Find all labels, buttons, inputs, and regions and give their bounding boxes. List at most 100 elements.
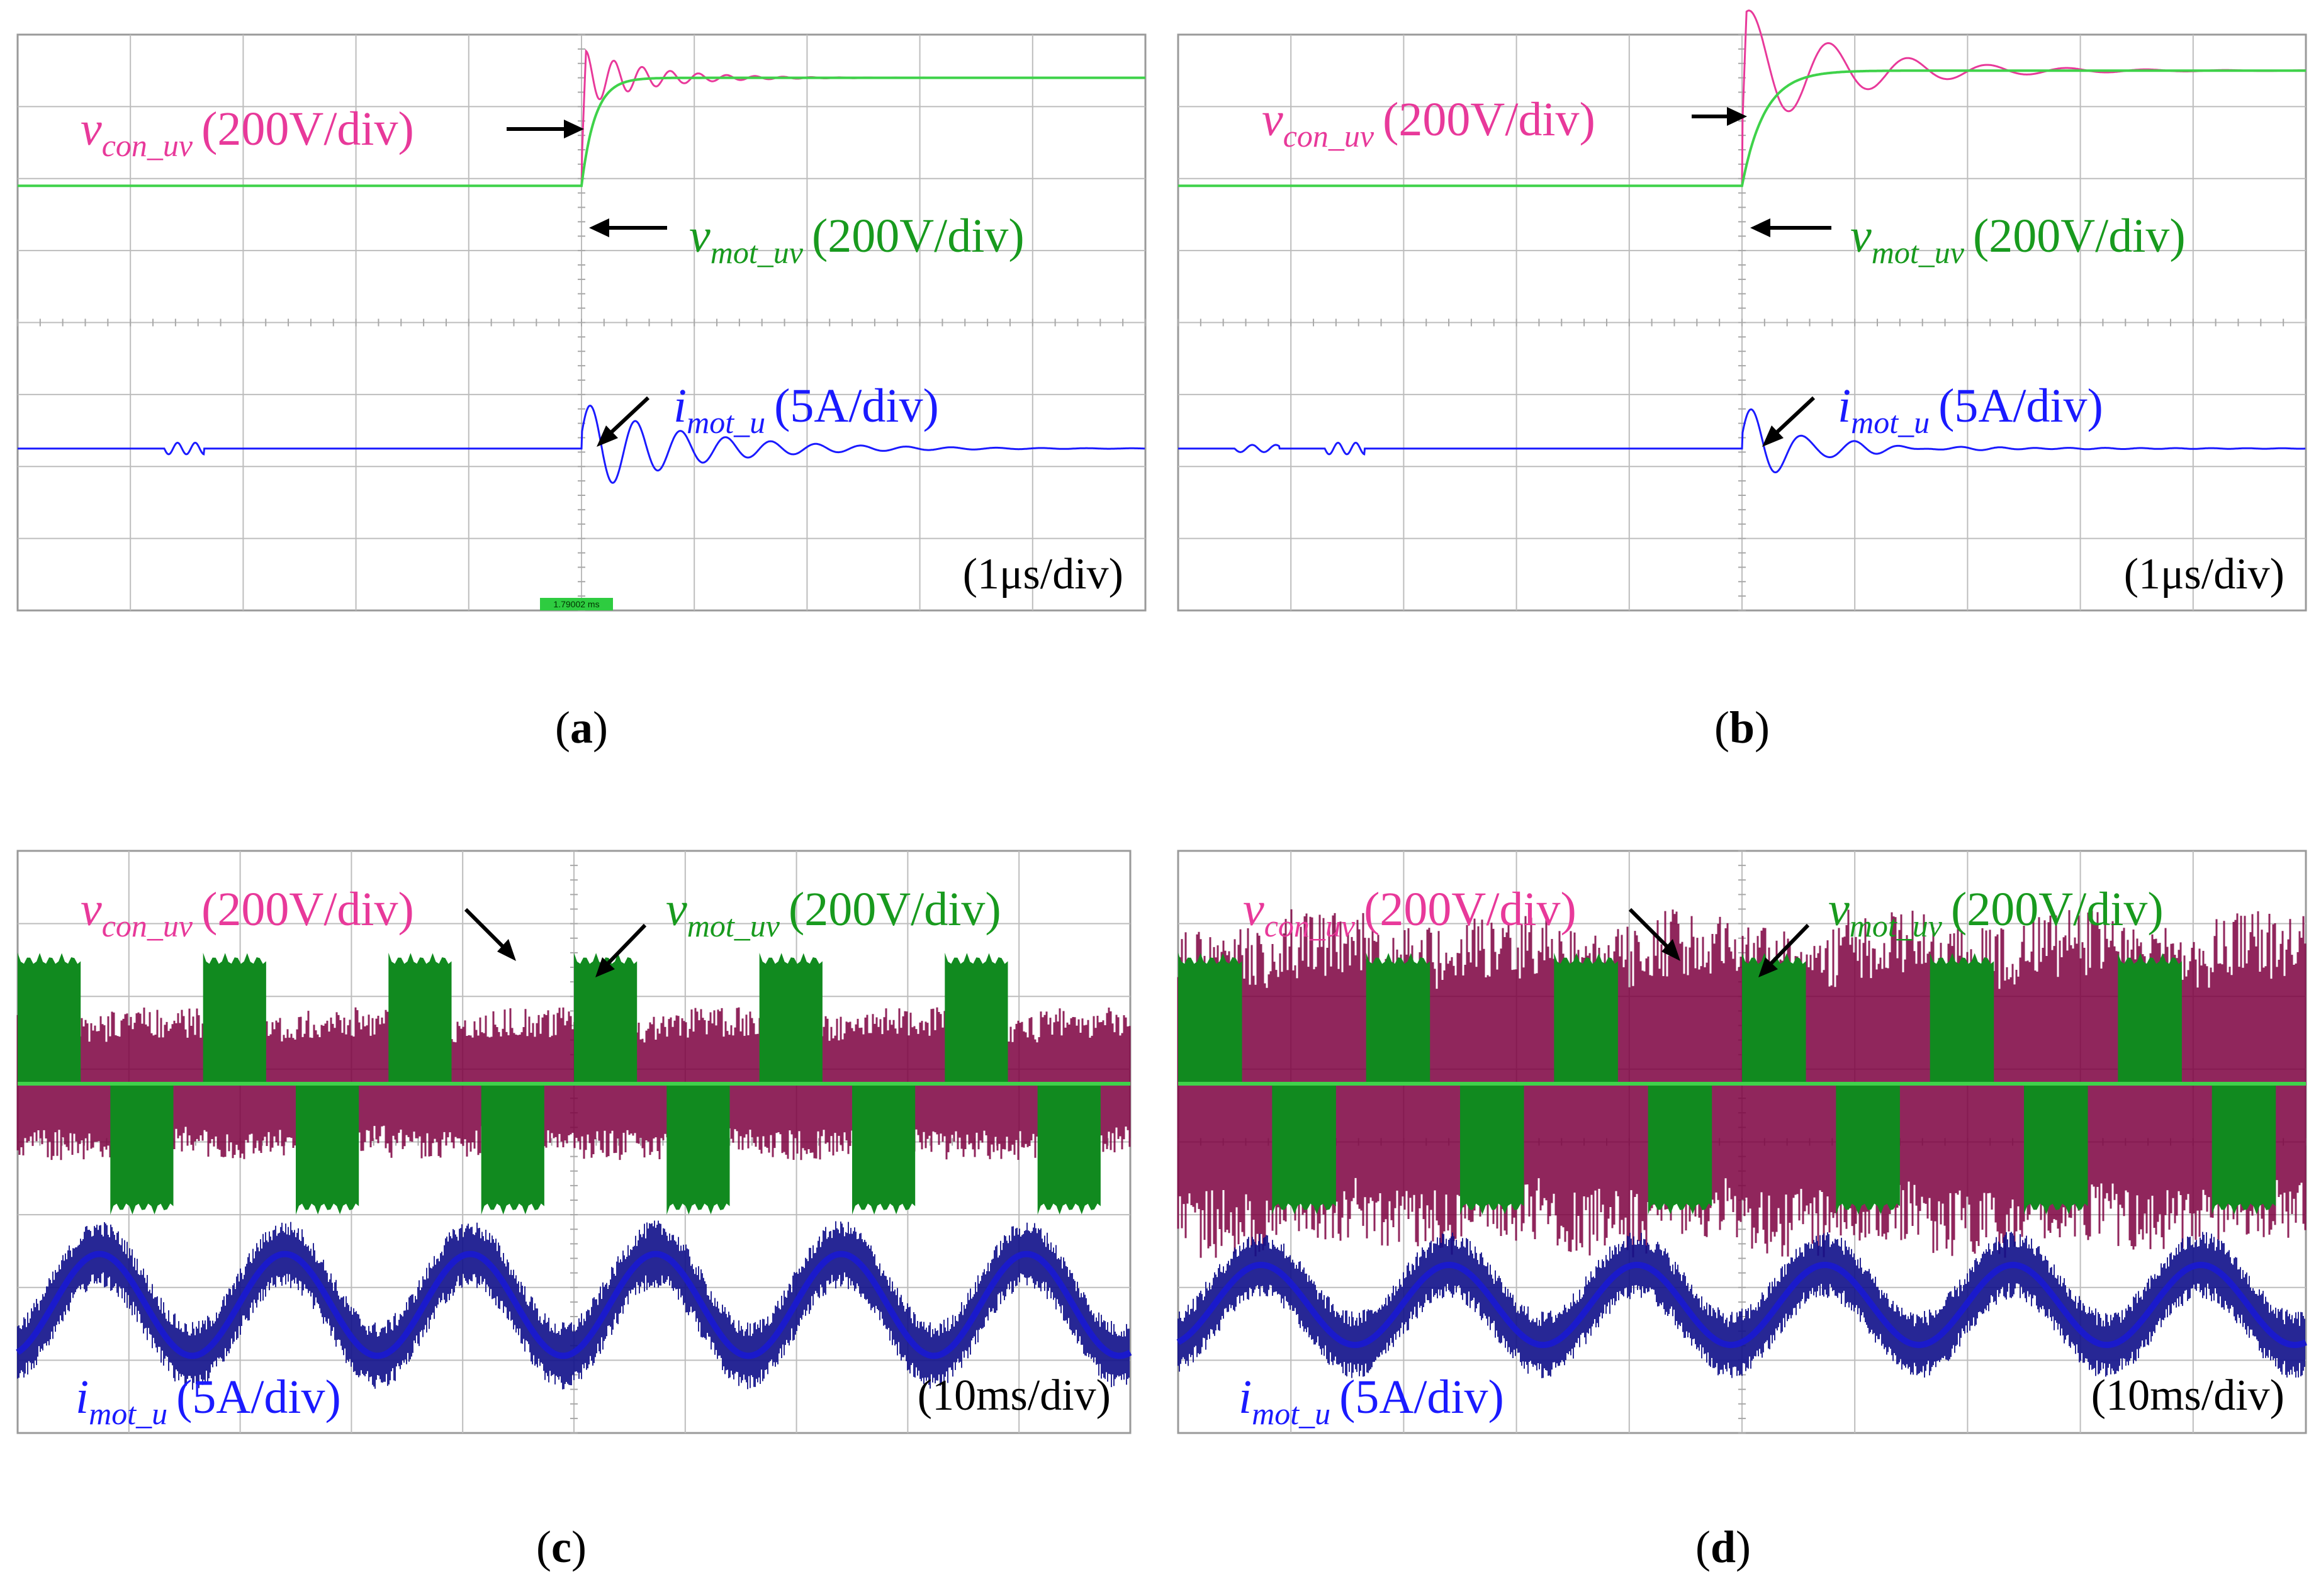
label-i-mot-sub-a: mot_u <box>687 405 765 440</box>
label-v-mot-base-c: v <box>666 883 687 936</box>
v-mot-block <box>2024 1084 2088 1215</box>
caption-a-letter: a <box>570 702 593 753</box>
arrow-v-mot-d <box>1758 923 1810 977</box>
arrow-v-con-b <box>1692 107 1747 126</box>
label-v-mot-scale-c: (200V/div) <box>789 883 1001 936</box>
caption-c-letter: c <box>551 1522 571 1572</box>
v-mot-block <box>1037 1084 1101 1215</box>
v-mot-block <box>574 952 638 1084</box>
label-v-con-base-d: v <box>1243 883 1264 936</box>
v-mot-block <box>759 952 823 1084</box>
label-v-mot-sub-d: mot_uv <box>1850 908 1943 943</box>
label-i-mot-scale-b: (5A/div) <box>1938 379 2103 432</box>
v-mot-block <box>1178 952 1242 1084</box>
trace-i-mot-b <box>1178 408 2306 473</box>
v-mot-block <box>1648 1084 1712 1215</box>
v-mot-block <box>110 1084 174 1215</box>
trace-i-mot-a <box>18 405 1145 484</box>
caption-d-letter: d <box>1711 1522 1736 1572</box>
trigger-marker-a <box>540 598 613 610</box>
label-v-mot-scale-a: (200V/div) <box>812 210 1025 262</box>
label-i-mot-scale-c: (5A/div) <box>176 1371 341 1424</box>
v-mot-block <box>1272 1084 1336 1215</box>
arrow-v-con-a <box>507 120 584 138</box>
v-mot-block <box>1554 952 1618 1084</box>
label-i-mot-a: imot_u (5A/div) <box>673 379 939 440</box>
label-v-con-sub-b: con_uv <box>1283 118 1374 154</box>
v-mot-block <box>2211 1084 2276 1215</box>
traces-b <box>1178 9 2306 473</box>
time-scale-d: (10ms/div) <box>2091 1371 2284 1420</box>
label-v-con-base-a: v <box>81 103 102 155</box>
caption-a: (a) <box>555 702 608 753</box>
v-mot-block <box>388 952 452 1084</box>
arrow-v-mot-c <box>595 923 647 977</box>
panel-d: vcon_uv (200V/div) vmot_uv (200V/div) imot… <box>1176 850 2307 1572</box>
grid-a <box>17 34 1146 611</box>
label-i-mot-base-b: i <box>1838 379 1851 432</box>
panel-a: 1.79002 ms vcon_uv (200V/div) vmot_uv (200… <box>16 33 1147 753</box>
label-v-mot-c: vmot_uv (200V/div) <box>666 883 1001 943</box>
label-i-mot-base-c: i <box>76 1371 89 1424</box>
v-mot-block <box>945 952 1008 1084</box>
v-mot-block <box>852 1084 916 1215</box>
panel-b: vcon_uv (200V/div) vmot_uv (200V/div) imot… <box>1177 9 2307 753</box>
label-v-mot-sub-a: mot_uv <box>711 235 804 270</box>
v-mot-block <box>296 1084 359 1215</box>
arrow-i-mot-a <box>597 396 650 447</box>
label-v-mot-base-b: v <box>1850 210 1872 262</box>
label-i-mot-sub-c: mot_u <box>89 1396 167 1431</box>
label-v-con-a: vcon_uv (200V/div) <box>81 103 414 163</box>
label-i-mot-scale-d: (5A/div) <box>1339 1371 1504 1424</box>
time-scale-b: (1μs/div) <box>2124 550 2284 598</box>
trace-v-mot-b <box>1178 69 2306 188</box>
v-mot-block <box>1836 1084 1900 1215</box>
label-v-mot-scale-d: (200V/div) <box>1951 883 2164 936</box>
caption-c: (c) <box>536 1522 587 1572</box>
trigger-marker-label-a: 1.79002 ms <box>553 599 599 609</box>
label-v-con-c: vcon_uv (200V/div) <box>81 883 414 943</box>
v-mot-block <box>666 1084 730 1215</box>
v-mot-block <box>1366 952 1430 1084</box>
i-mot-fundamental <box>16 1250 1132 1359</box>
caption-d: (d) <box>1695 1522 1751 1572</box>
label-v-con-d: vcon_uv (200V/div) <box>1243 883 1576 943</box>
v-mot-block <box>203 952 266 1084</box>
traces-a <box>18 48 1145 484</box>
v-mot-block <box>1742 952 1806 1084</box>
traces-d <box>1176 909 2307 1378</box>
v-mot-block <box>481 1084 544 1215</box>
label-i-mot-c: imot_u (5A/div) <box>76 1371 341 1431</box>
label-v-con-base-c: v <box>81 883 102 936</box>
label-v-con-sub-a: con_uv <box>102 128 193 163</box>
v-mot-block <box>18 952 81 1084</box>
label-i-mot-scale-a: (5A/div) <box>774 379 939 432</box>
arrow-i-mot-b <box>1762 396 1816 447</box>
time-scale-c: (10ms/div) <box>918 1371 1111 1420</box>
label-i-mot-sub-d: mot_u <box>1252 1396 1330 1431</box>
v-mot-block <box>2118 952 2182 1084</box>
label-i-mot-d: imot_u (5A/div) <box>1239 1371 1504 1431</box>
i-mot-fundamental <box>1176 1261 2307 1349</box>
label-i-mot-base-d: i <box>1239 1371 1252 1424</box>
caption-b: (b) <box>1714 702 1770 753</box>
label-v-mot-d: vmot_uv (200V/div) <box>1828 883 2164 943</box>
label-v-con-scale-a: (200V/div) <box>201 103 414 155</box>
arrow-v-mot-b <box>1750 218 1831 237</box>
label-v-con-scale-b: (200V/div) <box>1383 93 1595 146</box>
time-scale-a: (1μs/div) <box>963 550 1123 598</box>
trace-v-mot-a <box>18 76 1145 188</box>
label-v-mot-sub-c: mot_uv <box>687 908 780 943</box>
label-v-con-scale-c: (200V/div) <box>201 883 414 936</box>
label-v-con-sub-c: con_uv <box>102 908 193 943</box>
label-i-mot-b: imot_u (5A/div) <box>1838 379 2103 440</box>
label-v-con-sub-d: con_uv <box>1264 908 1356 943</box>
label-v-con-base-b: v <box>1262 93 1283 146</box>
label-v-mot-base-d: v <box>1828 883 1850 936</box>
caption-b-letter: b <box>1729 702 1755 753</box>
arrow-v-con-d <box>1628 908 1680 961</box>
label-v-mot-sub-b: mot_uv <box>1872 235 1965 270</box>
panel-c: vcon_uv (200V/div) vmot_uv (200V/div) imot… <box>16 850 1132 1572</box>
label-i-mot-base-a: i <box>673 379 687 432</box>
